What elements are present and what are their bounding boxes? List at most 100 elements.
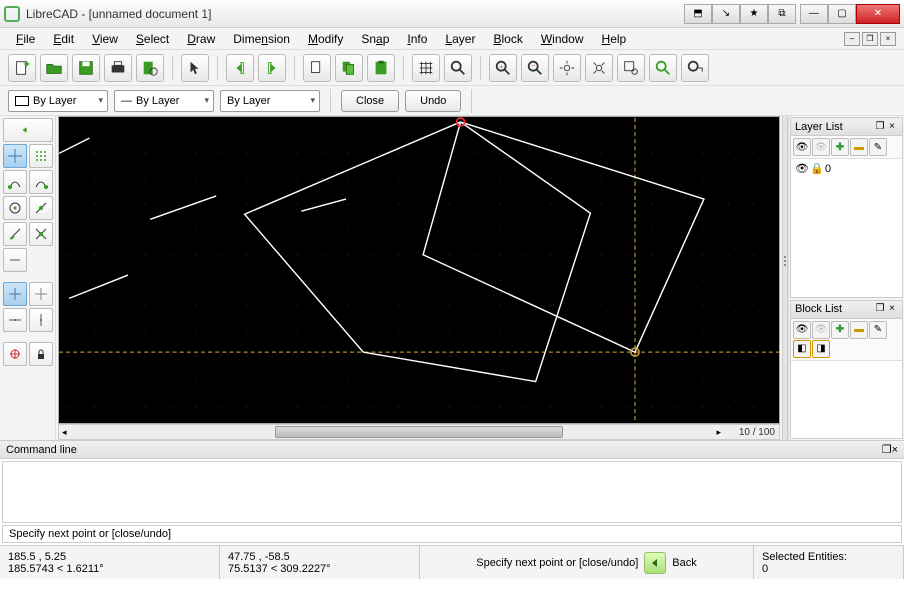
zoom-pan-button[interactable] — [649, 54, 677, 82]
layer-row[interactable]: 👁 🔒 0 — [795, 161, 898, 176]
winbtn-aux2[interactable]: ↘ — [712, 4, 740, 24]
block-list-title: Block List — [795, 303, 842, 315]
snap-dist-button[interactable] — [3, 222, 27, 246]
snap-grid-button[interactable] — [29, 144, 53, 168]
snap-free-button[interactable] — [3, 144, 27, 168]
layer-remove-button[interactable]: ▬ — [850, 138, 868, 156]
menubar: File Edit View Select Draw Dimension Mod… — [0, 28, 904, 50]
snap-on-entity-button[interactable] — [29, 170, 53, 194]
grid-button[interactable] — [412, 54, 440, 82]
layer-edit-button[interactable]: ✎ — [869, 138, 887, 156]
menu-help[interactable]: Help — [594, 30, 635, 48]
restrict-vert-button[interactable] — [29, 308, 53, 332]
zoom-auto-button[interactable] — [553, 54, 581, 82]
undo-segment-button[interactable]: Undo — [405, 90, 461, 112]
horizontal-scrollbar[interactable]: ◂ ▸ 10 / 100 — [58, 424, 780, 440]
menu-dimension[interactable]: Dimension — [225, 30, 298, 48]
new-file-button[interactable]: ✦ — [8, 54, 36, 82]
menu-draw[interactable]: Draw — [179, 30, 223, 48]
drawing-canvas[interactable] — [58, 116, 780, 424]
layer-list-body[interactable]: 👁 🔒 0 — [791, 159, 902, 297]
minimize-button[interactable]: — — [800, 4, 828, 24]
menu-edit[interactable]: Edit — [45, 30, 82, 48]
close-button[interactable]: ✕ — [856, 4, 900, 24]
layer-visible-icon[interactable]: 👁 — [795, 162, 807, 175]
pointer-button[interactable] — [181, 54, 209, 82]
restrict-nothing-button[interactable] — [3, 282, 27, 306]
menu-file[interactable]: File — [8, 30, 43, 48]
layer-lock-icon[interactable]: 🔒 — [810, 162, 822, 175]
restrict-ortho-button[interactable] — [29, 282, 53, 306]
linetype-combo[interactable]: —By Layer — [114, 90, 214, 112]
print-preview-button[interactable] — [136, 54, 164, 82]
menu-select[interactable]: Select — [128, 30, 177, 48]
mdi-minimize[interactable]: – — [844, 32, 860, 46]
scrollbar-thumb[interactable] — [275, 426, 563, 438]
block-insert-button[interactable]: ◧ — [793, 340, 811, 358]
undo-segment-label: Undo — [420, 95, 446, 107]
maximize-button[interactable]: ▢ — [828, 4, 856, 24]
zoom-select-button[interactable] — [681, 54, 709, 82]
block-add-button[interactable]: ✚ — [831, 321, 849, 339]
lineweight-combo[interactable]: By Layer — [220, 90, 320, 112]
mdi-restore[interactable]: ❐ — [862, 32, 878, 46]
cut-button[interactable] — [303, 54, 331, 82]
back-tool-button[interactable] — [3, 118, 53, 142]
block-hideall-button[interactable]: 👁 — [812, 321, 830, 339]
save-file-button[interactable] — [72, 54, 100, 82]
menu-info[interactable]: Info — [399, 30, 435, 48]
block-panel-close-icon[interactable]: × — [886, 303, 898, 315]
block-showall-button[interactable]: 👁 — [793, 321, 811, 339]
copy-button[interactable] — [335, 54, 363, 82]
snap-middle-button[interactable] — [29, 196, 53, 220]
command-line-title: Command line — [6, 444, 77, 456]
layer-panel-float-icon[interactable]: ❐ — [874, 121, 886, 133]
block-remove-button[interactable]: ▬ — [850, 321, 868, 339]
menu-snap[interactable]: Snap — [353, 30, 397, 48]
menu-window[interactable]: Window — [533, 30, 592, 48]
selected-count: 0 — [762, 563, 895, 575]
command-history[interactable] — [2, 461, 902, 523]
menu-layer[interactable]: Layer — [437, 30, 483, 48]
block-edit-button[interactable]: ✎ — [869, 321, 887, 339]
menu-modify[interactable]: Modify — [300, 30, 351, 48]
zoom-prev-button[interactable] — [585, 54, 613, 82]
zoom-redraw-button[interactable] — [444, 54, 472, 82]
winbtn-aux1[interactable]: ⬒ — [684, 4, 712, 24]
menu-view[interactable]: View — [84, 30, 126, 48]
command-prompt[interactable]: Specify next point or [close/undo] — [2, 525, 902, 543]
menu-block[interactable]: Block — [485, 30, 530, 48]
restrict-horiz-button[interactable] — [3, 308, 27, 332]
layer-add-button[interactable]: ✚ — [831, 138, 849, 156]
undo-button[interactable] — [226, 54, 254, 82]
open-file-button[interactable] — [40, 54, 68, 82]
block-save-button[interactable]: ◨ — [812, 340, 830, 358]
color-combo-label: By Layer — [33, 95, 76, 107]
block-list-body[interactable] — [791, 361, 902, 438]
zoom-out-button[interactable]: − — [521, 54, 549, 82]
close-polyline-button[interactable]: Close — [341, 90, 399, 112]
print-button[interactable] — [104, 54, 132, 82]
snap-center-button[interactable] — [3, 196, 27, 220]
block-panel-float-icon[interactable]: ❐ — [874, 303, 886, 315]
layer-panel-close-icon[interactable]: × — [886, 121, 898, 133]
relzero-button[interactable] — [3, 342, 27, 366]
cmd-panel-close-icon[interactable]: × — [892, 444, 898, 456]
paste-button[interactable] — [367, 54, 395, 82]
cmd-panel-float-icon[interactable]: ❐ — [882, 443, 892, 456]
redo-button[interactable] — [258, 54, 286, 82]
winbtn-aux3[interactable]: ★ — [740, 4, 768, 24]
mdi-close[interactable]: × — [880, 32, 896, 46]
window-title: LibreCAD - [unnamed document 1] — [26, 7, 684, 21]
zoom-window-button[interactable] — [617, 54, 645, 82]
color-combo[interactable]: By Layer — [8, 90, 108, 112]
winbtn-aux4[interactable]: ⧉ — [768, 4, 796, 24]
snap-endpoint-button[interactable] — [3, 170, 27, 194]
snap-int-manual-button[interactable] — [3, 248, 27, 272]
status-back-button[interactable] — [644, 552, 666, 574]
lock-relzero-button[interactable] — [29, 342, 53, 366]
layer-hideall-button[interactable]: 👁 — [812, 138, 830, 156]
snap-intersect-button[interactable] — [29, 222, 53, 246]
layer-showall-button[interactable]: 👁 — [793, 138, 811, 156]
zoom-in-button[interactable]: + — [489, 54, 517, 82]
